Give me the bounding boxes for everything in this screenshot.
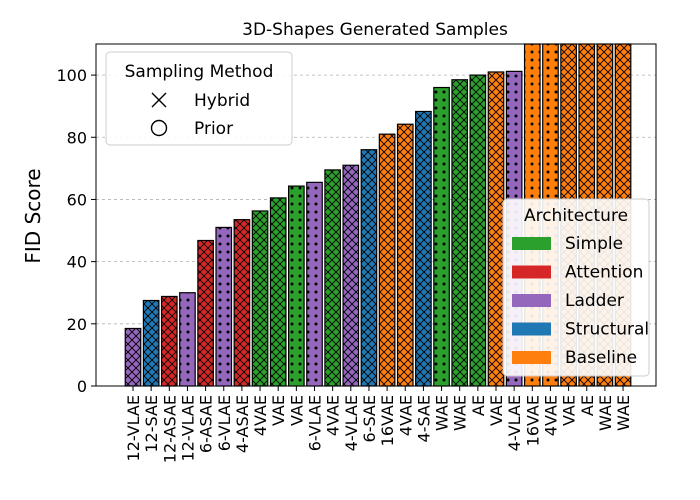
- architecture-legend-label: Structural: [565, 320, 649, 340]
- bar-hatch: [451, 79, 469, 387]
- y-tick-label: 60: [67, 190, 87, 209]
- y-tick-label: 0: [77, 377, 87, 396]
- architecture-legend-label: Simple: [565, 234, 623, 254]
- chart-title: 3D-Shapes Generated Samples: [242, 20, 508, 40]
- x-tick-label: 4-VLAE: [505, 395, 524, 451]
- architecture-legend-label: Ladder: [565, 291, 624, 311]
- bar-hatch: [124, 327, 142, 387]
- bar-hatch: [306, 181, 323, 387]
- legend-swatch: [512, 294, 551, 307]
- y-tick-label: 40: [67, 253, 87, 272]
- x-tick-label: VAE: [487, 395, 506, 426]
- x-tick-label: 4VAE: [324, 395, 343, 436]
- y-axis-ticks: 0 20 40 60 80 100: [56, 66, 96, 396]
- legend-swatch: [512, 237, 551, 250]
- bar-hatch: [251, 210, 269, 387]
- bar-hatch: [288, 185, 305, 387]
- bar-hatch: [396, 123, 414, 387]
- x-tick-label: AE: [578, 395, 597, 416]
- x-tick-label: 4VAE: [396, 395, 415, 436]
- x-tick-label: WAE: [614, 395, 633, 431]
- bar-hatch: [324, 169, 341, 387]
- bar-hatch: [142, 299, 160, 387]
- bar-hatch: [415, 110, 432, 387]
- sampling-legend-label: Hybrid: [194, 91, 250, 111]
- y-tick-label: 100: [56, 66, 87, 85]
- bar-hatch: [160, 295, 178, 387]
- sampling-legend-title: Sampling Method: [125, 62, 274, 82]
- y-tick-label: 20: [67, 315, 87, 334]
- bar-hatch: [469, 74, 487, 387]
- bar-hatch: [360, 149, 378, 387]
- architecture-legend-title: Architecture: [524, 206, 628, 226]
- legend-swatch: [512, 322, 551, 336]
- y-axis-label: FID Score: [21, 168, 45, 263]
- bar-hatch: [215, 226, 233, 387]
- bar-hatch: [197, 239, 214, 387]
- x-tick-label: 4VAE: [251, 395, 270, 436]
- y-tick-label: 80: [67, 128, 87, 147]
- legend-swatch: [512, 265, 551, 279]
- x-tick-label: 4-VLAE: [342, 395, 361, 451]
- x-tick-label: AE: [469, 395, 488, 416]
- architecture-legend-label: Attention: [565, 263, 643, 283]
- x-tick-label: VAE: [269, 395, 288, 426]
- x-tick-label: WAE: [451, 395, 470, 431]
- x-tick-label: 12-SAE: [142, 395, 161, 453]
- x-tick-label: 6-VLAE: [306, 395, 325, 451]
- x-tick-label: 12-ASAE: [160, 395, 179, 463]
- bar-hatch: [433, 86, 450, 387]
- architecture-legend: Architecture Simple Attention Ladder Structu…: [502, 198, 650, 377]
- x-tick-label: VAE: [560, 395, 579, 426]
- x-tick-label: 6-SAE: [360, 395, 379, 442]
- bar-hatch: [378, 133, 396, 387]
- x-tick-label: 6-ASAE: [197, 395, 216, 453]
- bar-hatch: [233, 219, 251, 387]
- sampling-legend-label: Prior: [194, 119, 233, 139]
- bar-hatch: [342, 164, 360, 387]
- x-axis-ticks: 12-VLAE 12-SAE 12-ASAE 12-VLAE 6-ASAE 6-VLAE 4…: [124, 386, 633, 463]
- legend-swatch: [512, 351, 551, 364]
- x-tick-label: 4VAE: [541, 395, 560, 436]
- x-tick-label: 4-SAE: [414, 395, 433, 442]
- x-tick-label: 16VAE: [523, 395, 542, 446]
- sampling-legend-box: [105, 51, 293, 146]
- bar-hatch: [487, 71, 505, 387]
- x-tick-label: 12-VLAE: [178, 395, 197, 461]
- circle-icon: [150, 119, 168, 137]
- x-tick-label: 6-VLAE: [215, 395, 234, 451]
- x-tick-label: 16VAE: [378, 395, 397, 446]
- x-tick-label: 12-VLAE: [124, 395, 143, 461]
- plot-frame: [95, 43, 657, 387]
- x-tick-label: 4-ASAE: [233, 395, 252, 453]
- x-cross-icon: [151, 92, 167, 108]
- x-tick-label: WAE: [596, 395, 615, 431]
- bar-hatch: [269, 197, 287, 387]
- architecture-legend-label: Baseline: [565, 348, 637, 368]
- x-tick-label: WAE: [433, 395, 452, 431]
- sampling-legend: Sampling Method Hybrid Prior: [105, 51, 293, 146]
- bar-hatch: [179, 292, 196, 387]
- x-tick-label: VAE: [287, 395, 306, 426]
